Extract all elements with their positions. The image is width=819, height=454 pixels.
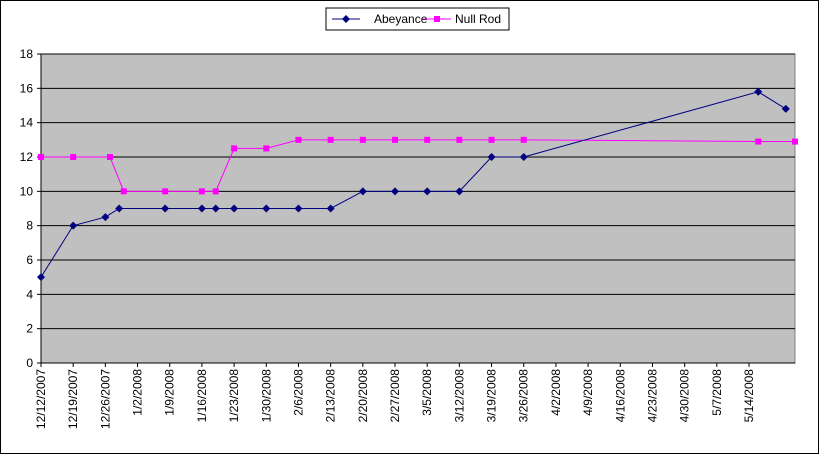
x-tick-label: 3/5/2008 <box>420 369 434 416</box>
data-point-square <box>70 154 77 160</box>
x-tick-label: 5/7/2008 <box>710 369 724 416</box>
x-tick-label: 2/27/2008 <box>388 369 402 423</box>
data-point-diamond <box>115 204 124 213</box>
data-point-square <box>327 136 334 143</box>
data-point-diamond <box>519 153 528 161</box>
data-point-square <box>488 136 495 143</box>
y-tick-label: 0 <box>26 356 33 370</box>
data-point-square <box>359 136 366 143</box>
x-tick-label: 2/13/2008 <box>324 369 338 423</box>
data-point-square <box>120 188 127 195</box>
x-tick-label: 12/26/2007 <box>98 369 112 429</box>
data-point-diamond <box>69 221 78 230</box>
data-point-diamond <box>211 204 220 213</box>
data-point-diamond <box>101 213 110 222</box>
data-point-diamond <box>487 153 496 161</box>
x-tick-label: 2/6/2008 <box>291 369 305 416</box>
x-tick-label: 1/23/2008 <box>227 369 241 423</box>
legend-entry: Abeyance <box>332 12 428 26</box>
axes <box>40 54 795 364</box>
y-tick-label: 2 <box>26 322 33 336</box>
y-axis-ticks: 0 2 4 6 8 10 12 14 16 18 <box>20 47 41 370</box>
data-point-square <box>434 16 440 22</box>
data-point-square <box>212 188 219 195</box>
data-point-diamond <box>161 204 170 213</box>
x-tick-label: 12/19/2007 <box>66 369 80 429</box>
data-point-diamond <box>423 187 432 196</box>
x-tick-label: 1/2/2008 <box>131 369 145 416</box>
y-tick-label: 8 <box>26 219 33 233</box>
y-tick-label: 14 <box>20 116 34 130</box>
x-tick-label: 12/12/2007 <box>34 369 48 429</box>
data-point-diamond <box>754 87 763 96</box>
series-layer <box>37 87 798 282</box>
data-point-square <box>755 138 762 145</box>
data-point-diamond <box>342 15 350 23</box>
x-tick-label: 1/30/2008 <box>259 369 273 423</box>
data-point-diamond <box>781 104 790 113</box>
data-point-diamond <box>230 204 239 213</box>
legend: Abeyance Null Rod <box>325 7 510 31</box>
legend-label: Abeyance <box>374 12 428 26</box>
data-point-diamond <box>294 204 303 213</box>
y-tick-label: 4 <box>26 287 33 301</box>
data-point-square <box>231 145 238 152</box>
data-point-diamond <box>455 187 464 196</box>
x-tick-label: 2/20/2008 <box>356 369 370 423</box>
series-abeyance <box>37 87 790 282</box>
x-axis-ticks: 12/12/2007 12/19/2007 12/26/2007 1/2/2008 1/… <box>34 363 756 429</box>
data-point-square <box>456 136 463 143</box>
data-point-square <box>198 188 205 195</box>
data-point-square <box>424 136 431 143</box>
data-point-square <box>38 154 44 160</box>
data-point-square <box>792 138 798 145</box>
x-tick-label: 3/12/2008 <box>452 369 466 423</box>
legend-box <box>325 7 510 31</box>
y-tick-label: 10 <box>20 184 34 198</box>
y-tick-label: 12 <box>20 150 34 164</box>
y-tick-label: 6 <box>26 253 33 267</box>
data-point-square <box>392 136 399 143</box>
legend-entry: Null Rod <box>423 12 501 26</box>
data-point-square <box>263 145 270 152</box>
x-tick-label: 4/2/2008 <box>549 369 563 416</box>
data-point-square <box>520 136 527 143</box>
x-tick-label: 3/19/2008 <box>485 369 499 423</box>
legend-label: Null Rod <box>455 12 501 26</box>
data-point-diamond <box>391 187 400 196</box>
y-tick-label: 16 <box>20 81 34 95</box>
x-tick-label: 1/16/2008 <box>195 369 209 423</box>
x-tick-label: 5/14/2008 <box>742 369 756 423</box>
data-point-diamond <box>262 204 271 213</box>
data-point-diamond <box>326 204 335 213</box>
x-tick-label: 4/16/2008 <box>613 369 627 423</box>
data-point-square <box>295 136 302 143</box>
series-null-rod <box>38 136 798 195</box>
x-tick-label: 4/30/2008 <box>678 369 692 423</box>
data-point-square <box>162 188 169 195</box>
data-point-diamond <box>37 273 45 282</box>
x-tick-label: 1/9/2008 <box>163 369 177 416</box>
x-tick-label: 4/9/2008 <box>581 369 595 416</box>
data-point-diamond <box>197 204 206 213</box>
y-tick-label: 18 <box>20 47 34 61</box>
x-tick-label: 3/26/2008 <box>517 369 531 423</box>
data-point-square <box>106 154 113 160</box>
x-tick-label: 4/23/2008 <box>645 369 659 423</box>
data-point-diamond <box>358 187 367 196</box>
